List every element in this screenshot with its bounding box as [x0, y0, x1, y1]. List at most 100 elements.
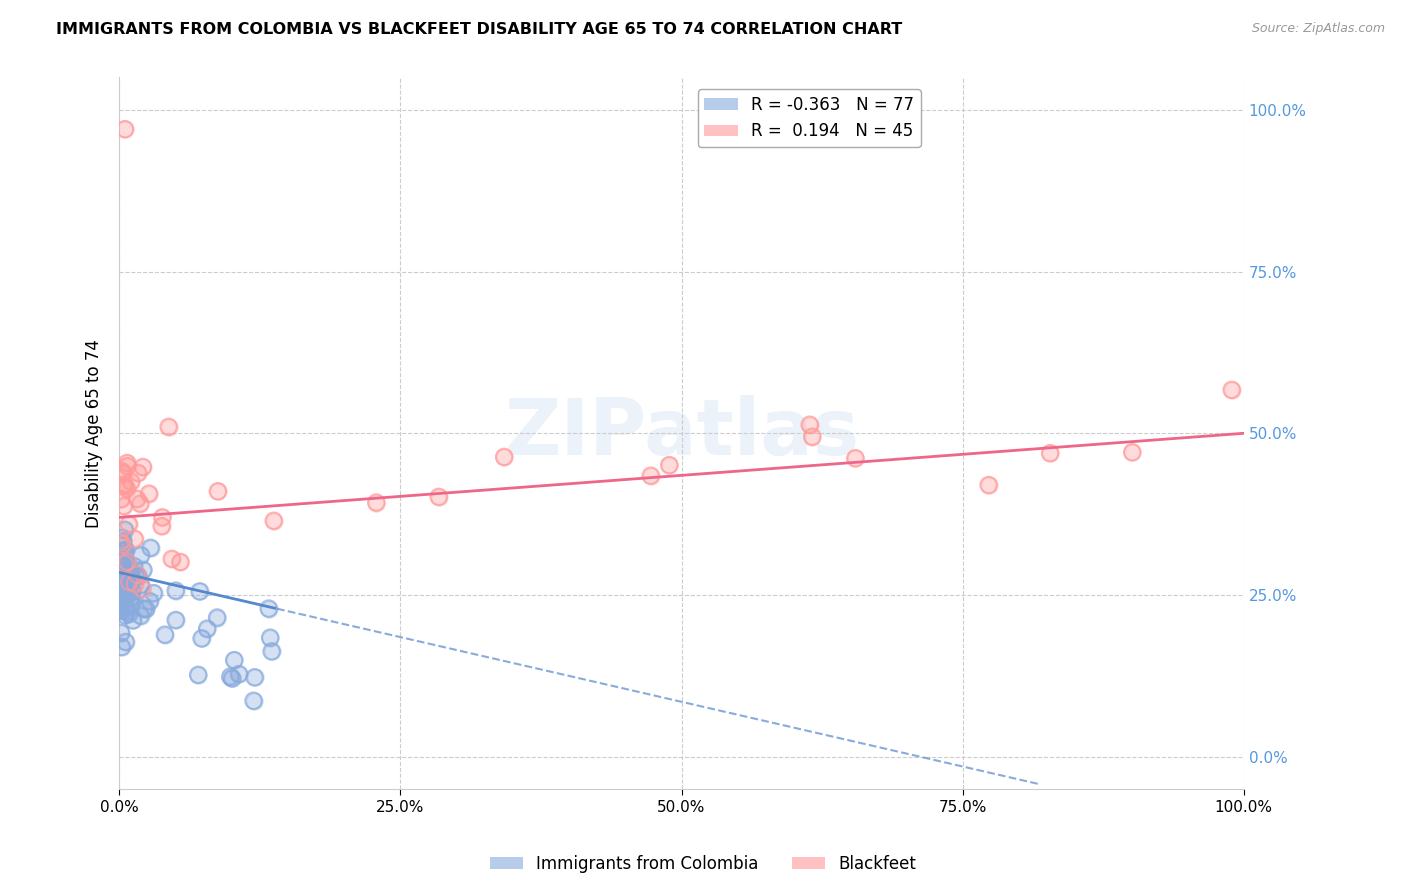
Point [157, 420, 180, 434]
Point [114, 557, 136, 571]
Point [160, 552, 183, 566]
Point [111, 544, 134, 558]
Point [127, 466, 149, 480]
Point [139, 541, 162, 555]
Point [169, 555, 191, 569]
Point [112, 477, 135, 491]
Point [132, 460, 155, 475]
Point [114, 479, 136, 493]
Point [110, 604, 132, 618]
Point [111, 640, 134, 654]
Point [799, 417, 821, 432]
Point [120, 475, 142, 489]
Point [112, 534, 135, 549]
Point [115, 482, 138, 496]
Point [427, 490, 450, 504]
Point [110, 603, 132, 617]
Point [115, 556, 138, 570]
Point [122, 559, 145, 574]
Point [494, 450, 516, 464]
Point [115, 591, 138, 605]
Point [114, 543, 136, 558]
Point [366, 495, 388, 509]
Point [110, 554, 132, 568]
Point [132, 601, 155, 615]
Point [260, 644, 283, 658]
Point [114, 122, 136, 136]
Point [138, 594, 160, 608]
Point [110, 604, 132, 618]
Point [115, 482, 138, 496]
Point [205, 610, 228, 624]
Point [112, 560, 135, 574]
Y-axis label: Disability Age 65 to 74: Disability Age 65 to 74 [86, 339, 103, 528]
Point [112, 566, 135, 581]
Point [111, 538, 134, 552]
Point [110, 603, 132, 617]
Point [263, 514, 285, 528]
Point [127, 569, 149, 583]
Point [165, 613, 187, 627]
Point [120, 575, 142, 590]
Point [135, 602, 157, 616]
Point [117, 517, 139, 532]
Point [114, 523, 136, 537]
Point [120, 590, 142, 604]
Point [115, 564, 138, 578]
Point [111, 467, 134, 481]
Point [114, 608, 136, 623]
Point [118, 563, 141, 577]
Point [207, 484, 229, 499]
Point [127, 466, 149, 480]
Point [124, 577, 146, 591]
Point [115, 543, 138, 558]
Point [114, 558, 136, 572]
Point [118, 607, 141, 621]
Point [127, 569, 149, 583]
Point [115, 564, 138, 578]
Point [114, 122, 136, 136]
Point [110, 599, 132, 614]
Point [129, 496, 152, 510]
Point [219, 669, 242, 683]
Point [263, 514, 285, 528]
Point [110, 492, 132, 507]
Point [112, 586, 135, 600]
Point [190, 632, 212, 646]
Point [112, 574, 135, 589]
Point [110, 552, 132, 566]
Point [135, 602, 157, 616]
Point [121, 584, 143, 599]
Point [260, 644, 283, 658]
Point [112, 555, 135, 569]
Point [494, 450, 516, 464]
Legend: R = -0.363   N = 77, R =  0.194   N = 45: R = -0.363 N = 77, R = 0.194 N = 45 [697, 89, 921, 147]
Point [114, 635, 136, 649]
Point [165, 583, 187, 598]
Point [165, 583, 187, 598]
Point [111, 464, 134, 478]
Point [110, 552, 132, 566]
Point [120, 566, 142, 581]
Point [1121, 445, 1143, 459]
Point [114, 585, 136, 599]
Point [114, 558, 136, 572]
Point [110, 626, 132, 640]
Point [125, 491, 148, 506]
Point [120, 575, 142, 590]
Point [120, 597, 142, 611]
Point [114, 552, 136, 566]
Point [110, 554, 132, 568]
Point [259, 631, 281, 645]
Point [112, 591, 135, 605]
Point [242, 694, 264, 708]
Point [138, 486, 160, 500]
Point [228, 667, 250, 681]
Point [114, 543, 136, 558]
Point [111, 564, 134, 578]
Point [110, 591, 132, 606]
Point [122, 614, 145, 628]
Point [115, 456, 138, 470]
Point [114, 479, 136, 493]
Point [124, 532, 146, 546]
